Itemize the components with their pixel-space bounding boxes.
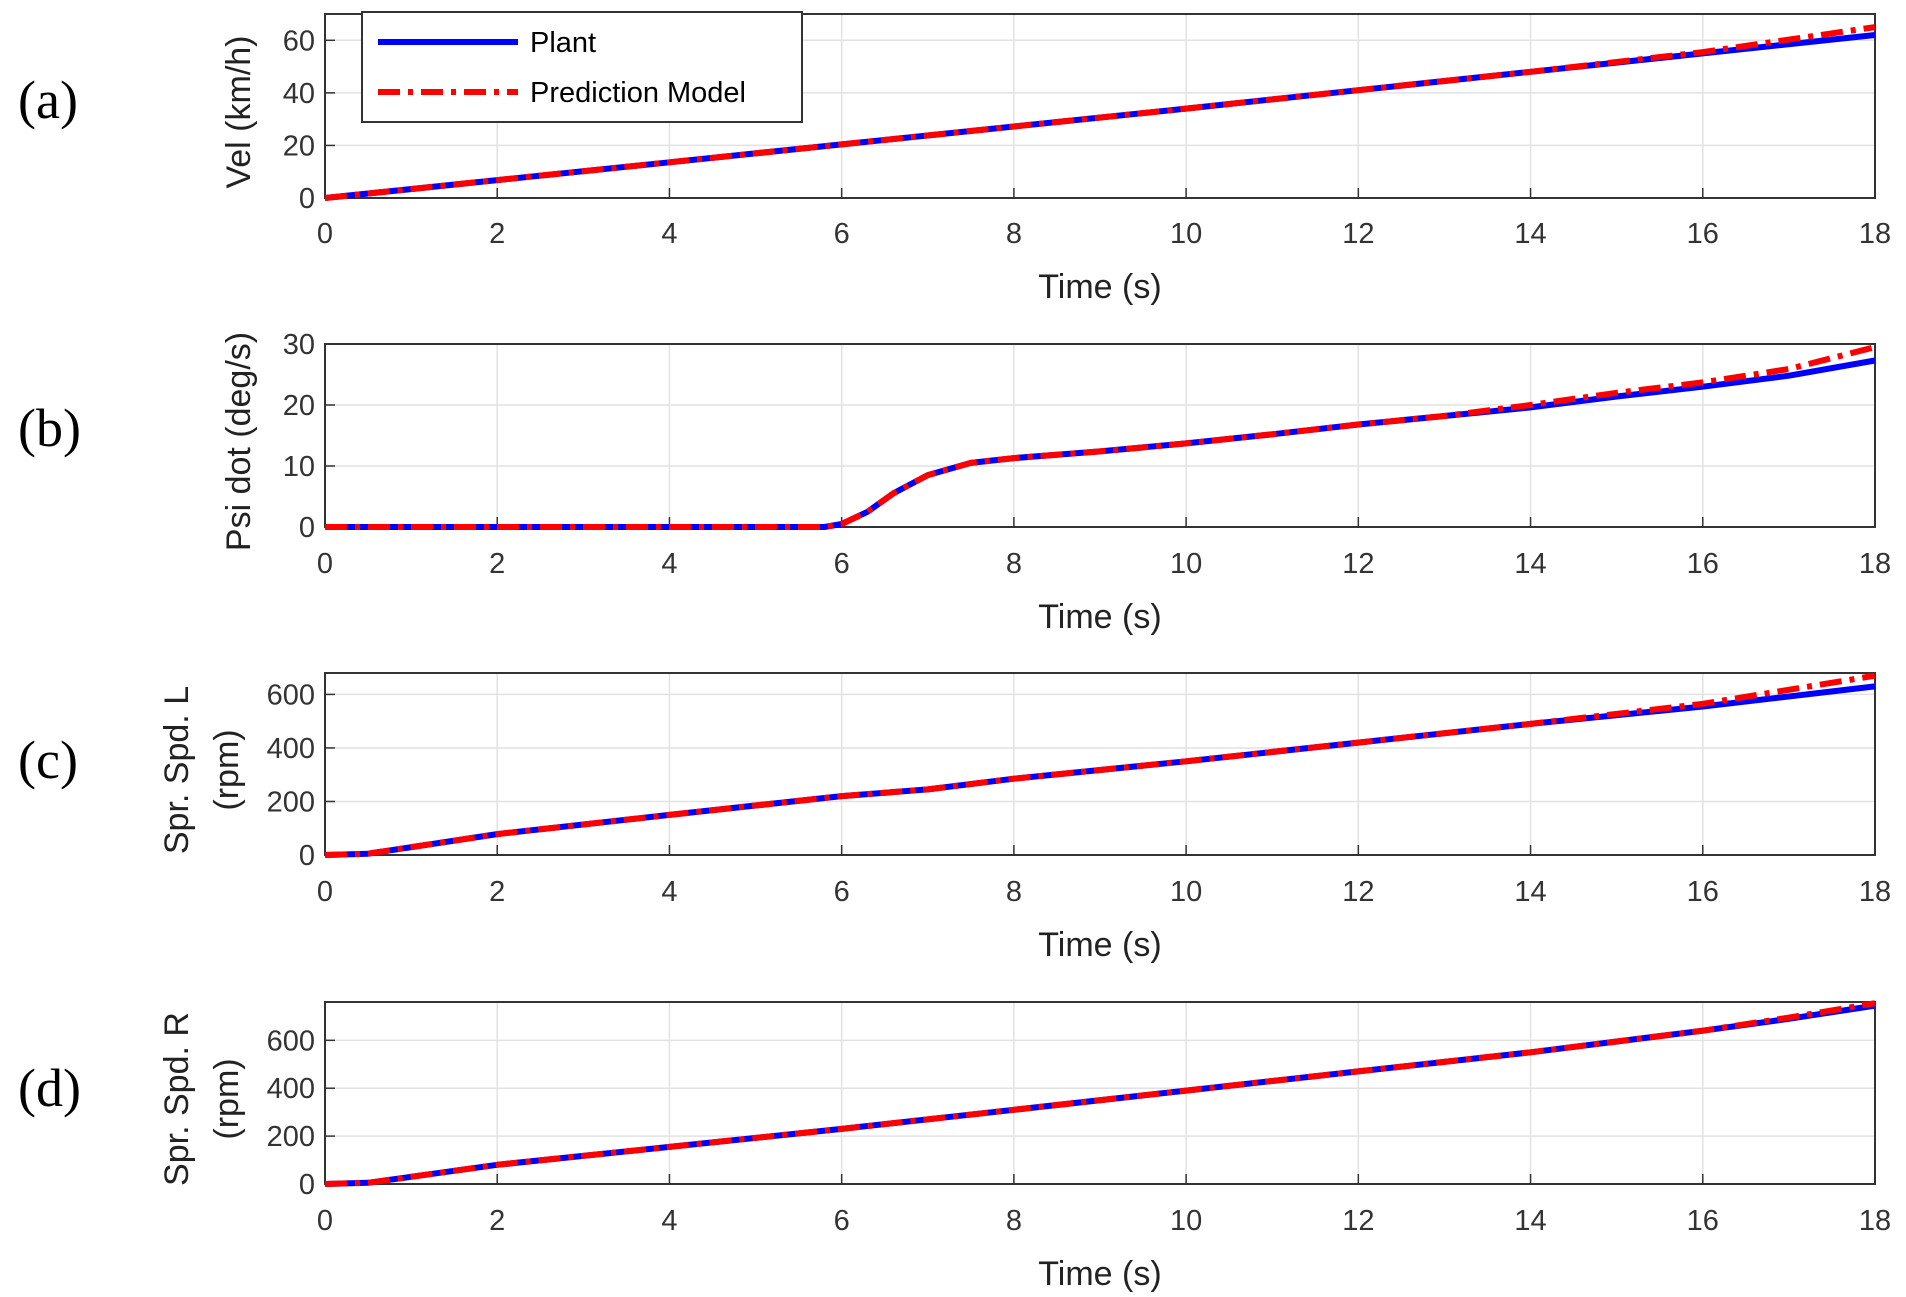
x-axis-label: Time (s): [1038, 268, 1161, 306]
x-tick-label: 0: [317, 876, 333, 908]
series-line-prediction-model: [324, 24, 1876, 201]
x-tick-label: 6: [834, 1205, 850, 1237]
legend: Plant Prediction Model: [361, 11, 803, 123]
panel-c: (c) 0 2 4 6 8 10 12 14 16 18 0 200 400 600 Time (s) Spr.…: [18, 672, 1891, 964]
x-axis-label: Time (s): [1038, 1255, 1161, 1293]
series-line-prediction-model: [325, 344, 1876, 530]
x-tick-label: 4: [661, 548, 677, 580]
x-tick-label: 0: [317, 218, 333, 250]
panel-d: (d) 0 2 4 6 8 10 12 14 16 18 0 200 400 600 Time (s) Spr.…: [18, 1000, 1891, 1293]
x-tick-label: 18: [1859, 548, 1891, 580]
x-tick-label: 16: [1687, 218, 1719, 250]
x-tick-label: 18: [1859, 218, 1891, 250]
x-tick-label: 4: [661, 876, 677, 908]
x-tick-label: 4: [661, 1205, 677, 1237]
x-tick-label: 2: [489, 876, 505, 908]
y-axis-label: Vel (km/h): [220, 35, 258, 188]
y-tick-label: 10: [283, 451, 315, 483]
x-tick-label: 8: [1006, 1205, 1022, 1237]
x-tick-label: 10: [1170, 1205, 1202, 1237]
y-tick-label: 20: [283, 130, 315, 162]
series-line-prediction-model: [324, 672, 1876, 858]
y-tick-label: 600: [267, 679, 315, 711]
y-tick-label: 200: [267, 1121, 315, 1153]
y-tick-label: 400: [267, 733, 315, 765]
y-tick-label: 0: [299, 1169, 315, 1201]
x-tick-label: 2: [489, 1205, 505, 1237]
y-tick-label: 20: [283, 390, 315, 422]
y-axis-label: Psi dot (deg/s): [220, 332, 258, 551]
x-tick-label: 8: [1006, 548, 1022, 580]
x-tick-label: 10: [1170, 548, 1202, 580]
y-tick-label: 200: [267, 786, 315, 818]
x-tick-label: 16: [1687, 876, 1719, 908]
x-tick-label: 4: [661, 218, 677, 250]
x-tick-label: 8: [1006, 876, 1022, 908]
x-tick-label: 0: [317, 548, 333, 580]
x-tick-label: 2: [489, 218, 505, 250]
y-tick-label: 60: [283, 25, 315, 57]
x-tick-label: 12: [1342, 548, 1374, 580]
x-tick-label: 10: [1170, 876, 1202, 908]
x-tick-label: 6: [834, 876, 850, 908]
plot-frame: [324, 343, 1876, 528]
y-axis-label: Spr. Spd. R: [158, 1012, 196, 1186]
x-tick-label: 18: [1859, 876, 1891, 908]
x-tick-label: 12: [1342, 1205, 1374, 1237]
panel-a: (a) 0 2 4 6 8 10 12 14 16 18 0 20 40 60 Time (s) Vel (km…: [18, 13, 1891, 306]
y-tick-label: 600: [267, 1025, 315, 1057]
x-tick-label: 14: [1514, 876, 1546, 908]
series-line-prediction-model: [324, 1000, 1876, 1187]
plot-frame: [324, 13, 1876, 199]
x-tick-label: 14: [1514, 1205, 1546, 1237]
y-tick-label: 0: [299, 512, 315, 544]
x-axis-label: Time (s): [1038, 926, 1161, 964]
y-tick-label: 400: [267, 1073, 315, 1105]
x-tick-label: 14: [1514, 218, 1546, 250]
x-tick-label: 0: [317, 1205, 333, 1237]
x-tick-label: 14: [1514, 548, 1546, 580]
x-tick-label: 18: [1859, 1205, 1891, 1237]
y-axis-label: (rpm): [208, 729, 246, 810]
x-tick-label: 6: [834, 218, 850, 250]
panel-letter: (a): [18, 70, 78, 130]
x-tick-label: 6: [834, 548, 850, 580]
y-axis-label: (rpm): [208, 1058, 246, 1139]
plot-frame: [324, 1001, 1876, 1185]
x-tick-label: 12: [1342, 876, 1374, 908]
legend-label: Plant: [530, 27, 596, 59]
x-tick-label: 10: [1170, 218, 1202, 250]
panel-letter: (b): [18, 398, 81, 458]
y-tick-label: 40: [283, 78, 315, 110]
x-axis-label: Time (s): [1038, 598, 1161, 636]
plot-frame: [324, 672, 1876, 856]
y-tick-label: 0: [299, 183, 315, 215]
y-axis-label: Spr. Spd. L: [158, 686, 196, 854]
x-tick-label: 16: [1687, 1205, 1719, 1237]
legend-label: Prediction Model: [530, 77, 746, 109]
x-tick-label: 12: [1342, 218, 1374, 250]
y-tick-label: 30: [283, 329, 315, 361]
panel-letter: (c): [18, 730, 78, 790]
y-tick-label: 0: [299, 840, 315, 872]
legend-box: [361, 11, 803, 123]
x-tick-label: 16: [1687, 548, 1719, 580]
panel-b: (b) 0 2 4 6 8 10 12 14 16 18 0 10 20 30 Time (s) Psi dot…: [18, 329, 1891, 636]
x-tick-label: 2: [489, 548, 505, 580]
x-tick-label: 8: [1006, 218, 1022, 250]
series-line-plant: [325, 357, 1876, 530]
panel-letter: (d): [18, 1058, 81, 1118]
